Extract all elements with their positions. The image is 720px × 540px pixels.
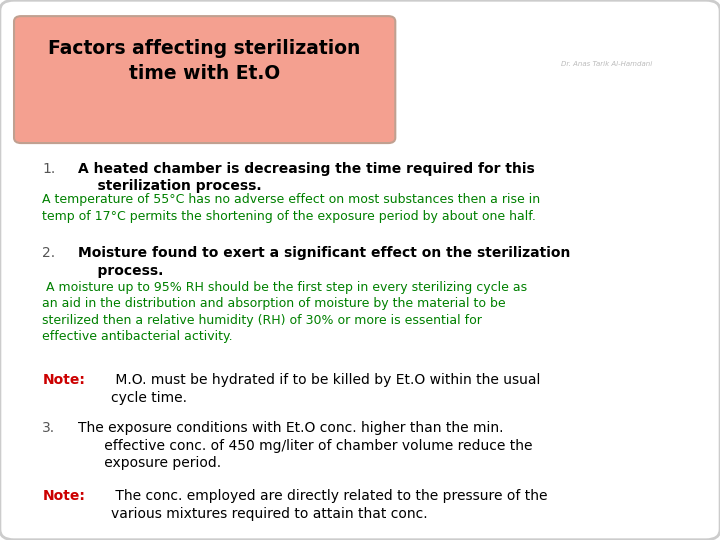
Text: A temperature of 55°C has no adverse effect on most substances then a rise in
te: A temperature of 55°C has no adverse eff…	[42, 193, 541, 223]
Text: 2.: 2.	[42, 246, 55, 260]
Text: The exposure conditions with Et.O conc. higher than the min.
      effective con: The exposure conditions with Et.O conc. …	[78, 421, 532, 470]
Text: M.O. must be hydrated if to be killed by Et.O within the usual
cycle time.: M.O. must be hydrated if to be killed by…	[112, 373, 541, 405]
Text: Moisture found to exert a significant effect on the sterilization
    process.: Moisture found to exert a significant ef…	[78, 246, 570, 278]
FancyBboxPatch shape	[14, 16, 395, 143]
Text: Note:: Note:	[42, 373, 85, 387]
Text: Dr. Anas Tarik Al-Hamdani: Dr. Anas Tarik Al-Hamdani	[562, 60, 653, 67]
Text: The conc. employed are directly related to the pressure of the
various mixtures : The conc. employed are directly related …	[112, 489, 548, 521]
Text: 1.: 1.	[42, 161, 55, 176]
Text: 3.: 3.	[42, 421, 55, 435]
Text: A moisture up to 95% RH should be the first step in every sterilizing cycle as
a: A moisture up to 95% RH should be the fi…	[42, 281, 527, 343]
Text: Note:: Note:	[42, 489, 85, 503]
Text: A heated chamber is decreasing the time required for this
    sterilization proc: A heated chamber is decreasing the time …	[78, 161, 534, 193]
Text: Factors affecting sterilization
time with Et.O: Factors affecting sterilization time wit…	[48, 39, 361, 83]
